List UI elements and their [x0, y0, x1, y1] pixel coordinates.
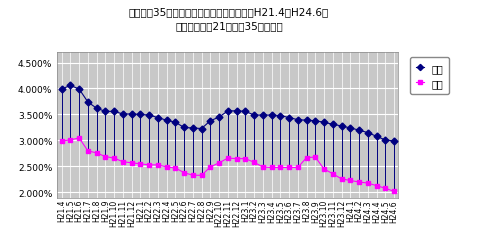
最低 [76, 137, 82, 140]
最低 [304, 156, 310, 160]
最高 [67, 84, 73, 87]
最低 [225, 157, 231, 160]
Line: 最低: 最低 [59, 136, 396, 194]
最低 [347, 179, 353, 182]
最低 [128, 162, 134, 165]
Text: フラット35融資金利（最低〜最高）推移（H21.4〜H24.6）
＜返済期間が21年以上35年以下＞: フラット35融資金利（最低〜最高）推移（H21.4〜H24.6） ＜返済期間が2… [129, 8, 329, 32]
最高 [356, 129, 362, 132]
最高 [304, 119, 310, 122]
最低 [103, 155, 109, 159]
最低 [339, 178, 345, 181]
最高 [391, 140, 397, 143]
最低 [164, 166, 170, 169]
最高 [260, 114, 266, 117]
最高 [234, 110, 240, 113]
Legend: 最高, 最低: 最高, 最低 [410, 58, 449, 94]
最低 [382, 187, 388, 190]
最高 [59, 88, 65, 91]
最低 [155, 164, 161, 167]
最低 [67, 139, 73, 142]
最低 [94, 152, 100, 155]
最高 [128, 113, 134, 116]
最低 [356, 181, 362, 184]
最高 [137, 113, 143, 116]
最低 [277, 166, 283, 169]
最低 [286, 166, 292, 169]
最低 [243, 158, 249, 161]
最高 [199, 128, 205, 131]
最低 [137, 163, 143, 166]
最低 [111, 157, 117, 160]
最高 [243, 110, 249, 113]
最高 [164, 119, 170, 122]
最低 [268, 166, 274, 169]
最高 [190, 127, 196, 130]
最高 [277, 115, 283, 118]
最低 [216, 162, 222, 165]
最高 [181, 127, 187, 130]
最低 [234, 158, 240, 161]
最高 [103, 110, 109, 113]
最高 [85, 101, 91, 104]
最高 [339, 125, 345, 128]
最低 [260, 166, 266, 169]
最低 [391, 190, 397, 193]
最低 [85, 150, 91, 153]
最高 [295, 119, 301, 122]
最高 [330, 123, 336, 126]
最低 [330, 173, 336, 176]
最低 [295, 166, 301, 169]
最低 [207, 166, 213, 169]
最高 [268, 114, 274, 117]
最高 [225, 110, 231, 113]
最低 [312, 156, 318, 159]
最高 [347, 127, 353, 130]
最高 [286, 117, 292, 120]
Line: 最高: 最高 [59, 84, 396, 144]
最低 [120, 161, 126, 164]
最低 [251, 161, 257, 164]
最低 [190, 174, 196, 177]
最低 [146, 164, 152, 167]
最低 [181, 171, 187, 174]
最高 [365, 132, 371, 135]
最高 [312, 120, 318, 123]
最高 [111, 110, 117, 113]
最高 [172, 121, 178, 124]
最高 [120, 113, 126, 116]
最低 [374, 184, 379, 187]
最高 [382, 139, 388, 142]
最高 [374, 135, 379, 138]
最高 [216, 116, 222, 119]
最高 [155, 117, 161, 120]
最低 [365, 182, 371, 185]
最高 [94, 107, 100, 110]
最高 [251, 114, 257, 117]
最低 [59, 140, 65, 143]
最低 [199, 174, 205, 177]
最高 [76, 88, 82, 91]
最低 [172, 167, 178, 170]
最高 [321, 121, 327, 124]
最低 [321, 168, 327, 171]
最高 [146, 114, 152, 117]
最高 [207, 120, 213, 123]
